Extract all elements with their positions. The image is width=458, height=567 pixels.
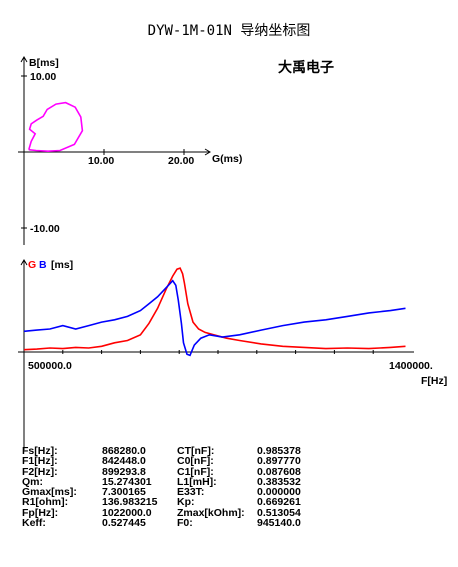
parameter-value: 0.000000: [257, 486, 301, 499]
parameter-value: 0.985378: [257, 445, 301, 457]
frequency-plot: G B [ms] F[Hz] 500000.0 1400000.: [18, 259, 447, 450]
parameter-label: C1[nF]:: [177, 465, 214, 478]
admittance-x-tick-label: 20.00: [168, 155, 194, 167]
admittance-x-label: G(ms): [212, 153, 242, 165]
legend-g: G: [28, 259, 36, 271]
admittance-y-arrow: [20, 56, 28, 63]
parameter-label: Fp[Hz]:: [22, 506, 59, 519]
parameter-value: 0.513054: [257, 506, 301, 519]
frequency-x-label: F[Hz]: [421, 375, 447, 387]
chart-title: DYW-1M-01N 导纳坐标图: [147, 23, 311, 39]
parameter-value: 15.274301: [102, 475, 152, 488]
parameter-label: E33T:: [177, 486, 205, 499]
parameter-value: 945140.0: [257, 517, 301, 530]
parameter-value: 0.527445: [102, 517, 146, 530]
legend-b: B: [39, 259, 47, 271]
parameter-label: F0:: [177, 517, 193, 530]
parameter-label: Fs[Hz]:: [22, 445, 58, 457]
parameter-label: F2[Hz]:: [22, 465, 58, 478]
brand-label: 大禹电子: [278, 59, 334, 75]
parameter-label: Kp:: [177, 496, 195, 509]
parameter-value: 0.669261: [257, 496, 301, 509]
parameter-row: Fs[Hz]: 868280.0 CT[nF]: 0.985378: [22, 445, 337, 457]
parameter-row: R1[ohm]: 136.983215 Kp: 0.669261: [22, 496, 337, 509]
parameter-row: Gmax[ms]: 7.300165 E33T: 0.000000: [22, 486, 337, 499]
parameter-value: 899293.8: [102, 465, 146, 478]
parameter-label: CT[nF]:: [177, 445, 215, 457]
parameter-label: F1[Hz]:: [22, 455, 58, 468]
parameter-label: R1[ohm]:: [22, 496, 69, 509]
parameter-table: Fs[Hz]: 868280.0 CT[nF]: 0.985378 F1[Hz]: 842…: [22, 445, 337, 530]
frequency-series-b: [23, 279, 406, 357]
admittance-plot: B[ms] G(ms) 大禹电子 10.00 20.00 10.00 -10.00: [18, 56, 334, 245]
frequency-x-tick-label: 500000.0: [28, 360, 72, 372]
parameter-value: 842448.0: [102, 455, 146, 468]
frequency-y-label: [ms]: [51, 259, 73, 271]
admittance-x-arrow: [204, 148, 211, 156]
parameter-value: 0.087608: [257, 465, 301, 478]
parameter-row: Fp[Hz]: 1022000.0 Zmax[kOhm]: 0.513054: [22, 506, 337, 519]
frequency-x-tick-label: 1400000.: [389, 360, 433, 372]
parameter-value: 1022000.0: [102, 506, 152, 519]
parameter-label: Keff:: [22, 517, 46, 530]
parameter-value: 136.983215: [102, 496, 158, 509]
parameter-row: F2[Hz]: 899293.8 C1[nF]: 0.087608: [22, 465, 337, 478]
parameter-label: L1[mH]:: [177, 475, 217, 488]
parameter-label: Gmax[ms]:: [22, 486, 77, 499]
parameter-value: 868280.0: [102, 445, 146, 457]
parameter-row: F1[Hz]: 842448.0 C0[nF]: 0.897770: [22, 455, 337, 468]
admittance-circle-series: [28, 101, 84, 153]
parameter-row: Qm: 15.274301 L1[mH]: 0.383532: [22, 475, 337, 488]
admittance-x-tick-label: 10.00: [88, 155, 114, 167]
parameter-value: 0.897770: [257, 455, 301, 468]
frequency-y-arrow: [20, 259, 28, 266]
parameter-value: 7.300165: [102, 486, 146, 499]
admittance-y-tick-label: -10.00: [30, 223, 60, 235]
parameter-value: 0.383532: [257, 475, 301, 488]
parameter-label: Qm:: [22, 475, 43, 488]
admittance-y-tick-label: 10.00: [30, 71, 56, 83]
admittance-y-label: B[ms]: [29, 57, 59, 69]
parameter-label: C0[nF]:: [177, 455, 214, 468]
frequency-series-g: [23, 267, 406, 351]
parameter-label: Zmax[kOhm]:: [177, 506, 245, 519]
parameter-row: Keff: 0.527445 F0: 945140.0: [22, 517, 337, 530]
